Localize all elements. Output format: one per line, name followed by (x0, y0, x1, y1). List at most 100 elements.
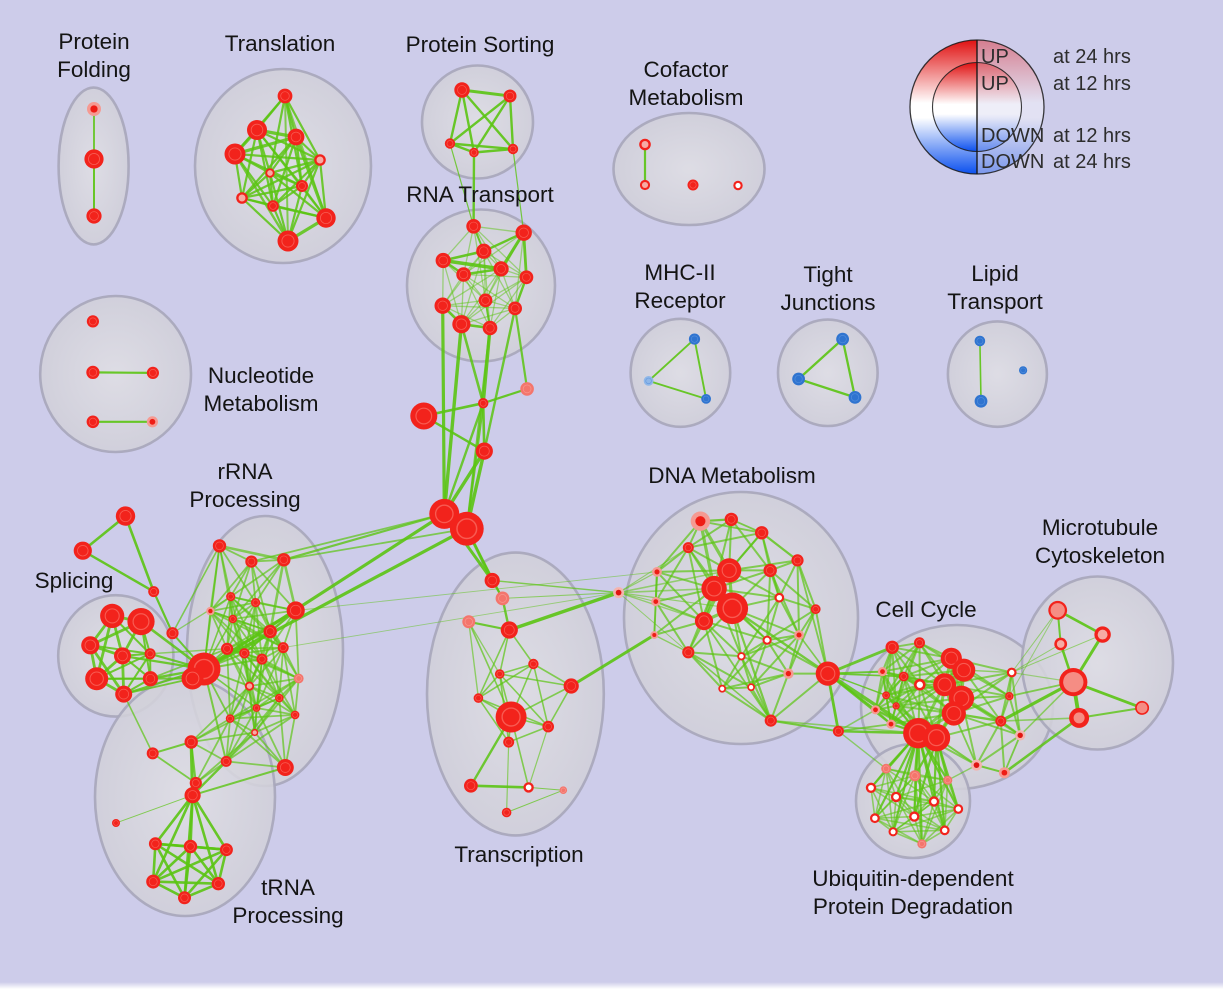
network-node (737, 652, 745, 660)
network-node (278, 89, 293, 104)
network-node (314, 154, 326, 166)
network-node (1019, 366, 1027, 374)
network-node (452, 315, 470, 333)
network-node (995, 716, 1006, 727)
network-node (718, 685, 726, 693)
network-node (296, 180, 308, 192)
network-node (220, 843, 233, 856)
network-node (251, 729, 258, 736)
network-node (495, 669, 505, 679)
cluster-label-nucleotide-metabolism: Metabolism (203, 391, 318, 416)
network-node (975, 336, 986, 347)
cluster-label-ubiquitin: Protein Degradation (813, 894, 1013, 919)
cluster-label-rna-transport: RNA Transport (406, 182, 554, 207)
network-node (792, 373, 805, 386)
cluster-label-microtubule-cytoskeleton: Microtubule (1042, 515, 1158, 540)
network-node (178, 891, 191, 904)
network-node (523, 782, 533, 792)
network-node (794, 630, 804, 640)
network-node (257, 654, 268, 665)
cluster-label-translation: Translation (225, 31, 335, 56)
network-node (1048, 601, 1067, 620)
network-node (639, 139, 651, 151)
network-edge (471, 786, 529, 788)
network-node (221, 643, 233, 655)
network-node (469, 148, 479, 158)
network-node (975, 395, 988, 408)
legend-time-3: at 24 hrs (1053, 151, 1131, 173)
network-node (914, 637, 925, 648)
cluster-label-ubiquitin: Ubiquitin-dependent (812, 866, 1014, 891)
network-node (86, 366, 99, 379)
network-node (849, 391, 862, 404)
network-node (247, 120, 267, 140)
legend-time-2: at 12 hrs (1053, 125, 1131, 147)
network-node (185, 787, 201, 803)
network-node (871, 705, 880, 714)
network-node (127, 608, 154, 635)
network-node (147, 747, 159, 759)
network-node (148, 586, 159, 597)
network-node (245, 556, 257, 568)
network-node (474, 693, 484, 703)
network-node (502, 808, 512, 818)
network-node (520, 382, 534, 396)
network-node (483, 321, 498, 336)
network-node (145, 648, 156, 659)
network-node (278, 642, 289, 653)
network-node (508, 144, 518, 154)
network-node (476, 244, 491, 259)
cluster-label-rrna-processing: Processing (189, 487, 300, 512)
network-node (1054, 638, 1067, 651)
network-node (640, 180, 650, 190)
network-node (564, 678, 579, 693)
network-node (999, 767, 1010, 778)
network-node (291, 711, 300, 720)
network-node (763, 636, 772, 645)
network-edge (443, 306, 445, 514)
network-node (942, 701, 966, 725)
network-node (747, 683, 755, 691)
network-node (445, 138, 455, 148)
cluster-label-lipid-transport: Lipid (971, 261, 1019, 286)
network-node (791, 554, 803, 566)
cluster-ellipse-microtubule-cytoskeleton (1022, 577, 1173, 750)
network-node (971, 760, 982, 771)
network-node (221, 756, 232, 767)
network-node (909, 770, 920, 781)
network-node (146, 875, 160, 889)
network-node (149, 837, 162, 850)
cluster-label-cell-cycle: Cell Cycle (875, 597, 976, 622)
network-node (836, 333, 849, 346)
network-node (316, 208, 335, 227)
network-node (435, 298, 451, 314)
network-node (253, 704, 261, 712)
network-node (953, 804, 963, 814)
network-node (229, 615, 237, 623)
network-node (816, 662, 840, 686)
cluster-label-mhc-ii-receptor: Receptor (634, 288, 726, 313)
network-node (212, 877, 225, 890)
network-node (899, 672, 909, 682)
network-node (225, 144, 246, 165)
network-node (765, 715, 777, 727)
cluster-label-lipid-transport: Transport (947, 289, 1043, 314)
bottom-fade (0, 982, 1223, 989)
network-node (651, 597, 660, 606)
network-node (206, 607, 214, 615)
network-node (275, 694, 284, 703)
cluster-label-microtubule-cytoskeleton: Cytoskeleton (1035, 543, 1165, 568)
network-node (833, 726, 844, 737)
network-node (503, 737, 514, 748)
network-node (239, 648, 249, 658)
network-node (84, 149, 103, 168)
network-node (479, 294, 493, 308)
network-node (764, 564, 777, 577)
network-node (613, 587, 624, 598)
network-node (688, 180, 699, 191)
network-node (116, 506, 135, 525)
network-node (114, 647, 131, 664)
network-node (87, 102, 101, 116)
network-node (143, 671, 158, 686)
